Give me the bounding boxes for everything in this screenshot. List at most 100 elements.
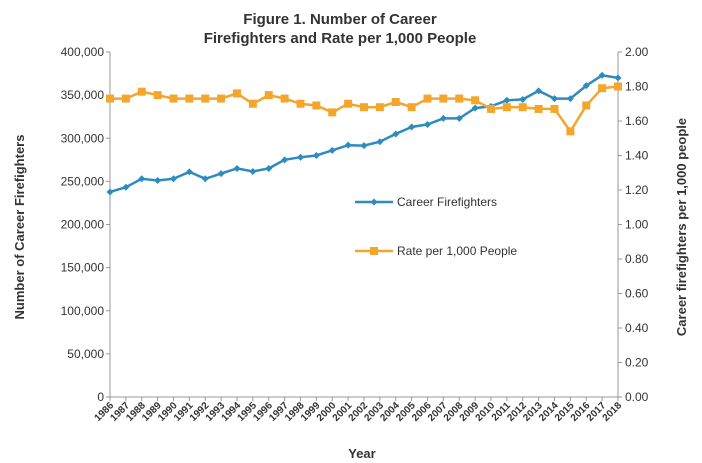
data-point-career-firefighters xyxy=(582,82,590,90)
data-point-rate-per-1000 xyxy=(312,101,321,110)
data-point-rate-per-1000 xyxy=(185,94,194,103)
data-point-career-firefighters xyxy=(519,95,527,103)
y-left-tick-label: 0 xyxy=(97,390,104,404)
data-point-rate-per-1000 xyxy=(328,108,337,117)
data-point-career-firefighters xyxy=(233,164,241,172)
data-point-career-firefighters xyxy=(439,114,447,122)
data-point-rate-per-1000 xyxy=(455,94,464,103)
data-point-rate-per-1000 xyxy=(550,104,559,113)
y-left-tick-label: 200,000 xyxy=(61,218,105,232)
data-point-career-firefighters xyxy=(408,123,416,131)
data-point-rate-per-1000 xyxy=(280,94,289,103)
data-point-rate-per-1000 xyxy=(407,103,416,112)
data-point-career-firefighters xyxy=(170,175,177,183)
data-point-career-firefighters xyxy=(344,141,352,149)
series-line-career-firefighters xyxy=(109,73,619,194)
data-point-rate-per-1000 xyxy=(582,101,591,110)
y-right-tick-label: 0.60 xyxy=(625,287,649,301)
data-point-rate-per-1000 xyxy=(614,82,622,91)
data-point-rate-per-1000 xyxy=(217,94,226,103)
data-point-career-firefighters xyxy=(551,95,558,103)
data-point-rate-per-1000 xyxy=(137,87,146,96)
y-left-tick-label: 250,000 xyxy=(61,174,105,188)
data-point-rate-per-1000 xyxy=(248,99,257,108)
legend-label-career-firefighters: Career Firefighters xyxy=(397,195,497,209)
data-point-rate-per-1000 xyxy=(169,94,178,103)
data-point-career-firefighters xyxy=(297,153,304,161)
data-point-rate-per-1000 xyxy=(566,127,575,136)
data-point-career-firefighters xyxy=(201,175,209,183)
x-tick-label: 2018 xyxy=(601,400,625,424)
data-point-rate-per-1000 xyxy=(106,94,114,103)
y-right-tick-label: 0.00 xyxy=(625,390,649,404)
y-left-tick-label: 100,000 xyxy=(61,304,105,318)
data-point-rate-per-1000 xyxy=(471,96,480,105)
data-point-career-firefighters xyxy=(249,167,257,175)
data-point-career-firefighters xyxy=(281,156,289,164)
data-point-rate-per-1000 xyxy=(598,84,607,93)
y-right-tick-label: 1.00 xyxy=(625,218,649,232)
data-point-rate-per-1000 xyxy=(439,94,448,103)
y-axis-right-title: Career firefighters per 1,000 people xyxy=(674,118,689,336)
y-right-tick-label: 0.40 xyxy=(625,321,649,335)
data-point-career-firefighters xyxy=(265,164,273,172)
x-axis-title: Year xyxy=(348,446,375,461)
data-point-career-firefighters xyxy=(424,120,431,128)
data-point-career-firefighters xyxy=(503,96,511,104)
data-point-rate-per-1000 xyxy=(534,104,543,113)
data-point-rate-per-1000 xyxy=(153,91,162,100)
axes-layer: 0 50,000 100,000 150,000 200,000 250,000 300,0… xyxy=(61,45,649,424)
y-right-tick-label: 1.40 xyxy=(625,149,649,163)
data-point-rate-per-1000 xyxy=(296,99,305,108)
data-point-career-firefighters xyxy=(312,152,320,159)
data-point-rate-per-1000 xyxy=(375,103,384,112)
data-point-career-firefighters xyxy=(122,183,130,191)
y-right-tick-label: 1.20 xyxy=(625,183,649,197)
y-right-tick-label: 1.60 xyxy=(625,114,649,128)
data-point-career-firefighters xyxy=(566,95,574,103)
data-point-rate-per-1000 xyxy=(344,99,353,108)
data-point-career-firefighters xyxy=(360,142,368,150)
data-point-career-firefighters xyxy=(614,74,622,82)
legend-label-rate-per-1000: Rate per 1,000 People xyxy=(397,244,517,258)
data-point-career-firefighters xyxy=(138,175,146,183)
data-point-rate-per-1000 xyxy=(423,94,432,103)
data-point-rate-per-1000 xyxy=(391,98,400,107)
series-layer xyxy=(106,71,622,196)
data-point-rate-per-1000 xyxy=(201,94,210,103)
y-left-tick-label: 150,000 xyxy=(61,261,105,275)
data-point-rate-per-1000 xyxy=(121,94,130,103)
data-point-rate-per-1000 xyxy=(487,104,495,113)
data-point-rate-per-1000 xyxy=(264,91,273,100)
data-point-career-firefighters xyxy=(455,114,463,122)
y-right-tick-label: 2.00 xyxy=(625,45,649,59)
data-point-career-firefighters xyxy=(106,188,114,196)
data-point-rate-per-1000 xyxy=(502,103,511,112)
y-right-tick-label: 0.80 xyxy=(625,252,649,266)
data-point-career-firefighters xyxy=(185,168,193,176)
data-point-rate-per-1000 xyxy=(233,89,241,98)
chart-title-line2: Firefighters and Rate per 1,000 People xyxy=(204,30,477,47)
y-left-tick-label: 50,000 xyxy=(67,347,104,361)
legend-marker-rate-per-1000 xyxy=(370,247,378,255)
data-point-career-firefighters xyxy=(392,130,400,138)
data-point-career-firefighters xyxy=(598,71,606,79)
y-right-tick-label: 0.20 xyxy=(625,356,649,370)
data-point-rate-per-1000 xyxy=(360,103,368,112)
data-point-career-firefighters xyxy=(535,87,543,95)
data-point-career-firefighters xyxy=(471,104,479,112)
data-point-career-firefighters xyxy=(154,177,162,185)
data-point-career-firefighters xyxy=(376,138,384,146)
data-point-rate-per-1000 xyxy=(518,103,527,112)
y-left-tick-label: 300,000 xyxy=(61,131,105,145)
y-right-tick-label: 1.80 xyxy=(625,80,649,94)
chart-title-line1: Figure 1. Number of Career xyxy=(243,11,437,28)
data-point-career-firefighters xyxy=(328,146,336,154)
legend-marker-career-firefighters xyxy=(370,198,378,206)
data-point-career-firefighters xyxy=(217,170,225,178)
y-left-tick-label: 400,000 xyxy=(61,45,105,59)
y-axis-left-title: Number of Career Firefighters xyxy=(12,135,27,320)
legend: Career Firefighters Rate per 1,000 People xyxy=(355,195,517,258)
